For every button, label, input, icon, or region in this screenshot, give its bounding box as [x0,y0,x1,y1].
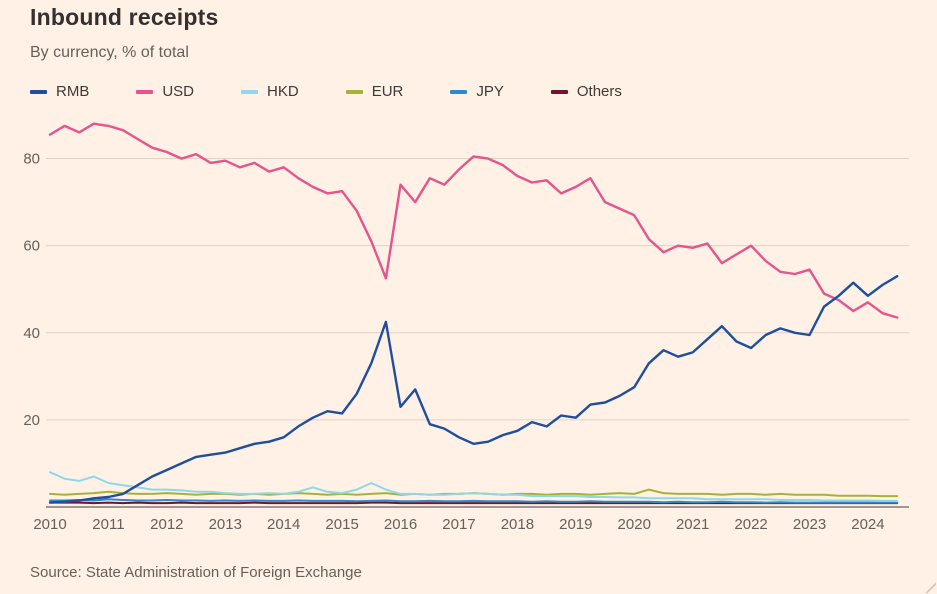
legend-item-eur: EUR [345,83,404,100]
y-tick-label: 60 [23,238,40,255]
x-tick-label: 2018 [501,516,534,533]
series-line-rmb [48,275,899,504]
resize-corner-icon [924,581,936,593]
x-tick-label: 2016 [384,516,417,533]
series-line-usd [48,122,899,319]
y-tick-label: 40 [23,325,40,342]
legend-label-rmb: RMB [56,83,90,100]
legend-item-rmb: RMB [30,83,89,100]
x-tick-label: 2021 [676,516,709,533]
y-tick-label: 20 [23,412,40,429]
legend-swatch-eur-icon [345,89,363,94]
legend-swatch-rmb-icon [30,89,47,94]
legend-swatch-usd-icon [136,89,154,94]
x-tick-label: 2012 [150,516,183,533]
series-line-hkd [49,471,899,502]
x-tick-label: 2010 [33,516,66,533]
x-tick-label: 2014 [267,516,300,533]
legend-item-others: Others [550,83,622,100]
x-tick-label: 2019 [559,516,592,533]
x-tick-label: 2011 [92,516,124,533]
legend-label-others: Others [576,83,622,100]
legend-swatch-hkd-icon [241,89,259,94]
series-line-jpy [49,498,899,504]
x-tick-label: 2015 [325,516,358,533]
x-tick-label: 2023 [793,516,826,533]
legend-label-jpy: JPY [476,83,504,100]
legend-swatch-others-icon [550,89,568,94]
x-tick-label: 2013 [209,516,242,533]
legend-label-usd: USD [162,83,195,100]
x-tick-label: 2024 [851,516,884,533]
source-note: Source: State Administration of Foreign … [30,564,362,581]
legend-item-jpy: JPY [450,83,504,100]
legend-label-eur: EUR [371,83,404,100]
x-tick-label: 2022 [734,516,767,533]
y-tick-label: 80 [23,151,40,168]
chart-subtitle: By currency, % of total [30,44,189,61]
legend-swatch-jpy-icon [450,89,468,94]
legend-label-hkd: HKD [267,83,299,100]
chart-title: Inbound receipts [30,4,219,30]
x-tick-label: 2017 [442,516,475,533]
legend-item-hkd: HKD [241,83,299,100]
x-tick-label: 2020 [618,516,651,533]
legend-item-usd: USD [136,83,194,100]
chart-legend: RMB USD HKD EUR JPY Others [30,83,622,100]
